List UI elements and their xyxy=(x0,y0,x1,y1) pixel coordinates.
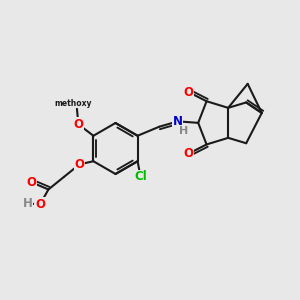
Text: O: O xyxy=(75,158,85,171)
Text: H: H xyxy=(178,126,188,136)
Text: O: O xyxy=(184,86,194,99)
Text: Cl: Cl xyxy=(134,170,147,183)
Text: methoxy: methoxy xyxy=(55,99,92,108)
Text: N: N xyxy=(173,115,183,128)
Text: O: O xyxy=(184,147,194,160)
Text: H: H xyxy=(22,197,32,210)
Text: methoxy: methoxy xyxy=(80,104,86,106)
Text: O: O xyxy=(74,118,83,131)
Text: O: O xyxy=(26,176,36,189)
Text: O: O xyxy=(35,198,45,211)
